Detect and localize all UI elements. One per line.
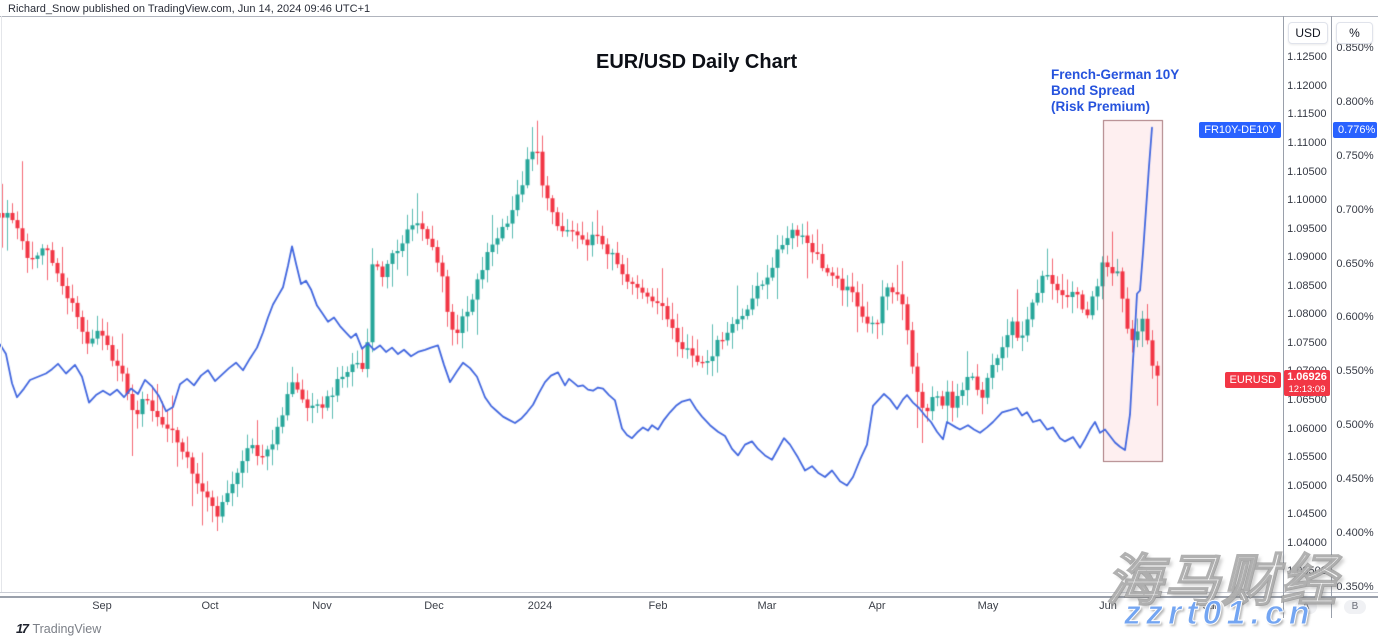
time-axis-tick: May bbox=[977, 600, 999, 612]
scale-b-label[interactable]: B bbox=[1344, 600, 1366, 614]
time-axis-top-border bbox=[0, 592, 1378, 593]
usd-axis-tick: 1.12500 bbox=[1287, 51, 1327, 64]
usd-axis-tick: 1.12000 bbox=[1287, 79, 1327, 92]
usd-axis-tick: 1.09000 bbox=[1287, 251, 1327, 264]
plot-left-border bbox=[1, 16, 2, 592]
scale-a-label[interactable]: A bbox=[1295, 600, 1317, 614]
usd-axis-border bbox=[1283, 16, 1284, 618]
countdown-timer: 12:13:09 bbox=[1288, 384, 1326, 395]
pct-axis-tick: 0.500% bbox=[1336, 419, 1374, 432]
watermark-site-url: zzrt01.cn bbox=[1124, 594, 1315, 633]
usd-axis-tick: 1.11500 bbox=[1287, 108, 1327, 121]
usd-axis-tick: 1.11000 bbox=[1287, 136, 1327, 149]
time-axis-tick: Sep bbox=[92, 600, 112, 612]
pct-axis-tick: 0.400% bbox=[1336, 527, 1374, 539]
usd-axis-tick: 1.03500 bbox=[1287, 565, 1327, 578]
percent-scale-button[interactable]: % bbox=[1336, 22, 1373, 44]
time-axis-tick: Feb bbox=[648, 600, 668, 612]
tradingview-logo-icon: 17 bbox=[16, 621, 29, 636]
pct-axis-tick: 0.600% bbox=[1336, 311, 1374, 324]
tradingview-logo[interactable]: 17 TradingView bbox=[16, 621, 101, 636]
time-axis-tick: Dec bbox=[424, 600, 444, 612]
pct-axis-tick: 0.650% bbox=[1336, 257, 1374, 270]
pct-axis-tick: 0.750% bbox=[1336, 149, 1374, 162]
plot-top-border bbox=[0, 16, 1378, 17]
usd-axis-tick: 1.08000 bbox=[1287, 308, 1327, 321]
annotation-line-2: Bond Spread bbox=[1051, 83, 1136, 98]
usd-axis-tick: 1.09500 bbox=[1287, 222, 1327, 235]
pct-axis-tick: 0.800% bbox=[1336, 95, 1374, 108]
usd-axis-tick: 1.06500 bbox=[1287, 394, 1327, 406]
last-price-value: 1.06926 bbox=[1287, 371, 1327, 383]
usd-axis-tick: 1.05000 bbox=[1287, 479, 1327, 492]
usd-axis-tick: 1.07500 bbox=[1287, 336, 1327, 349]
eurusd-last-price-badge: 1.06926 12:13:09 bbox=[1284, 370, 1330, 396]
pct-axis-tick: 0.350% bbox=[1336, 580, 1374, 593]
tradingview-logo-text: TradingView bbox=[32, 621, 102, 636]
time-axis-tick: Apr bbox=[868, 600, 886, 612]
annotation-line-1: French-German 10Y bbox=[1051, 67, 1180, 82]
usd-axis-tick: 1.06000 bbox=[1287, 422, 1327, 435]
watermark-chinese-text: 海马财经 bbox=[1105, 548, 1338, 613]
time-axis-tick: Oct bbox=[201, 600, 219, 612]
usd-axis-tick: 1.10500 bbox=[1287, 165, 1327, 178]
usd-axis-tick: 1.05500 bbox=[1287, 451, 1327, 464]
time-axis-tick: Nov bbox=[312, 600, 332, 612]
spread-last-value-badge: 0.776% bbox=[1333, 122, 1377, 138]
attribution-text: Richard_Snow published on TradingView.co… bbox=[8, 3, 371, 15]
time-axis-tick: Jul bbox=[1202, 600, 1218, 612]
usd-scale-button[interactable]: USD bbox=[1288, 22, 1328, 44]
time-axis-tick: Mar bbox=[757, 600, 777, 612]
chart-title[interactable]: EUR/USD Daily Chart bbox=[596, 51, 798, 73]
pct-axis-border bbox=[1331, 16, 1332, 618]
usd-axis-tick: 1.04000 bbox=[1287, 536, 1327, 549]
usd-axis-tick: 1.08500 bbox=[1287, 279, 1327, 292]
time-axis-tick: 2024 bbox=[527, 600, 553, 612]
usd-axis-tick: 1.04500 bbox=[1287, 508, 1327, 521]
annotation-line-3: (Risk Premium) bbox=[1051, 99, 1151, 114]
time-axis-bottom-border bbox=[0, 596, 1378, 598]
pct-axis-tick: 0.850% bbox=[1336, 42, 1374, 54]
spread-series-label-badge: FR10Y-DE10Y bbox=[1199, 122, 1281, 138]
bond-spread-annotation[interactable]: French-German 10Y Bond Spread (Risk Prem… bbox=[1051, 67, 1179, 115]
pct-axis-tick: 0.550% bbox=[1336, 365, 1374, 378]
time-axis-tick: Jun bbox=[1099, 600, 1117, 612]
usd-axis-tick: 1.10000 bbox=[1287, 194, 1327, 207]
pct-axis-tick: 0.700% bbox=[1336, 203, 1374, 216]
pct-axis-tick: 0.450% bbox=[1336, 473, 1374, 486]
eurusd-series-label-badge: EURUSD bbox=[1224, 372, 1281, 388]
